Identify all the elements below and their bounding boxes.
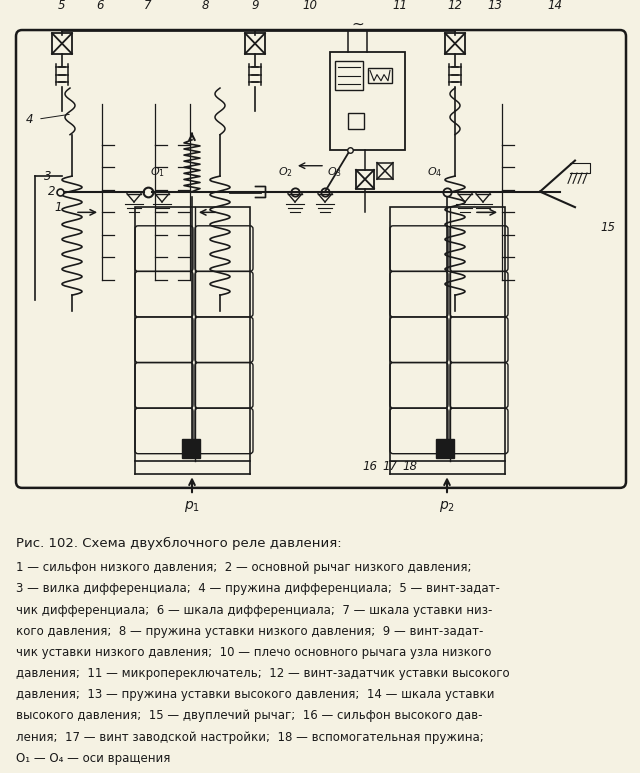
Text: 15: 15	[600, 221, 616, 234]
Text: O₁ — O₄ — оси вращения: O₁ — O₄ — оси вращения	[16, 752, 170, 764]
Bar	[245, 33, 265, 54]
Bar	[436, 439, 454, 458]
Text: 6: 6	[96, 0, 104, 12]
Text: давления;  11 — микропереключатель;  12 — винт-задатчик уставки высокого: давления; 11 — микропереключатель; 12 — …	[16, 667, 509, 680]
Text: 16: 16	[362, 460, 378, 472]
Text: 1 — сильфон низкого давления;  2 — основной рычаг низкого давления;: 1 — сильфон низкого давления; 2 — основн…	[16, 561, 472, 574]
Text: 3 — вилка дифференциала;  4 — пружина дифференциала;  5 — винт-задат-: 3 — вилка дифференциала; 4 — пружина диф…	[16, 582, 500, 595]
Text: 10: 10	[303, 0, 317, 12]
Bar	[368, 68, 392, 83]
Text: Рис. 102. Схема двухблочного реле давления:: Рис. 102. Схема двухблочного реле давлен…	[16, 536, 342, 550]
Text: 2: 2	[48, 185, 56, 198]
Text: 13: 13	[488, 0, 502, 12]
Text: чик уставки низкого давления;  10 — плечо основного рычага узла низкого: чик уставки низкого давления; 10 — плечо…	[16, 646, 492, 659]
Bar	[390, 207, 505, 461]
Text: кого давления;  8 — пружина уставки низкого давления;  9 — винт-задат-: кого давления; 8 — пружина уставки низко…	[16, 625, 483, 638]
Text: 11: 11	[392, 0, 408, 12]
Text: $\sim$: $\sim$	[349, 15, 365, 30]
Bar	[356, 170, 374, 189]
Bar	[182, 439, 200, 458]
Text: ления;  17 — винт заводской настройки;  18 — вспомогательная пружина;: ления; 17 — винт заводской настройки; 18…	[16, 730, 484, 744]
Text: $p_1$: $p_1$	[184, 499, 200, 514]
Text: $O_2$: $O_2$	[278, 165, 293, 179]
Text: 17: 17	[383, 460, 397, 472]
Bar	[330, 52, 405, 150]
Text: 1: 1	[54, 201, 61, 213]
Bar	[348, 113, 364, 129]
Text: 8: 8	[201, 0, 209, 12]
Text: 12: 12	[447, 0, 463, 12]
Text: $p_2$: $p_2$	[439, 499, 455, 514]
Text: 14: 14	[547, 0, 563, 12]
Text: 3: 3	[44, 169, 52, 182]
Text: 9: 9	[252, 0, 259, 12]
Text: 5: 5	[58, 0, 66, 12]
Bar	[445, 33, 465, 54]
Text: высокого давления;  15 — двуплечий рычаг;  16 — сильфон высокого дав-: высокого давления; 15 — двуплечий рычаг;…	[16, 710, 483, 723]
Bar	[335, 61, 363, 90]
Text: давления;  13 — пружина уставки высокого давления;  14 — шкала уставки: давления; 13 — пружина уставки высокого …	[16, 688, 495, 701]
Text: 7: 7	[144, 0, 152, 12]
Text: чик дифференциала;  6 — шкала дифференциала;  7 — шкала уставки низ-: чик дифференциала; 6 — шкала дифференциа…	[16, 604, 492, 617]
Bar	[52, 33, 72, 54]
Text: 18: 18	[403, 460, 417, 472]
Text: $O_1$: $O_1$	[150, 165, 165, 179]
Bar	[377, 162, 393, 179]
Text: $O_3$: $O_3$	[327, 165, 342, 179]
Text: 4: 4	[26, 113, 34, 126]
Text: $O_4$: $O_4$	[427, 165, 442, 179]
Bar	[135, 207, 250, 461]
